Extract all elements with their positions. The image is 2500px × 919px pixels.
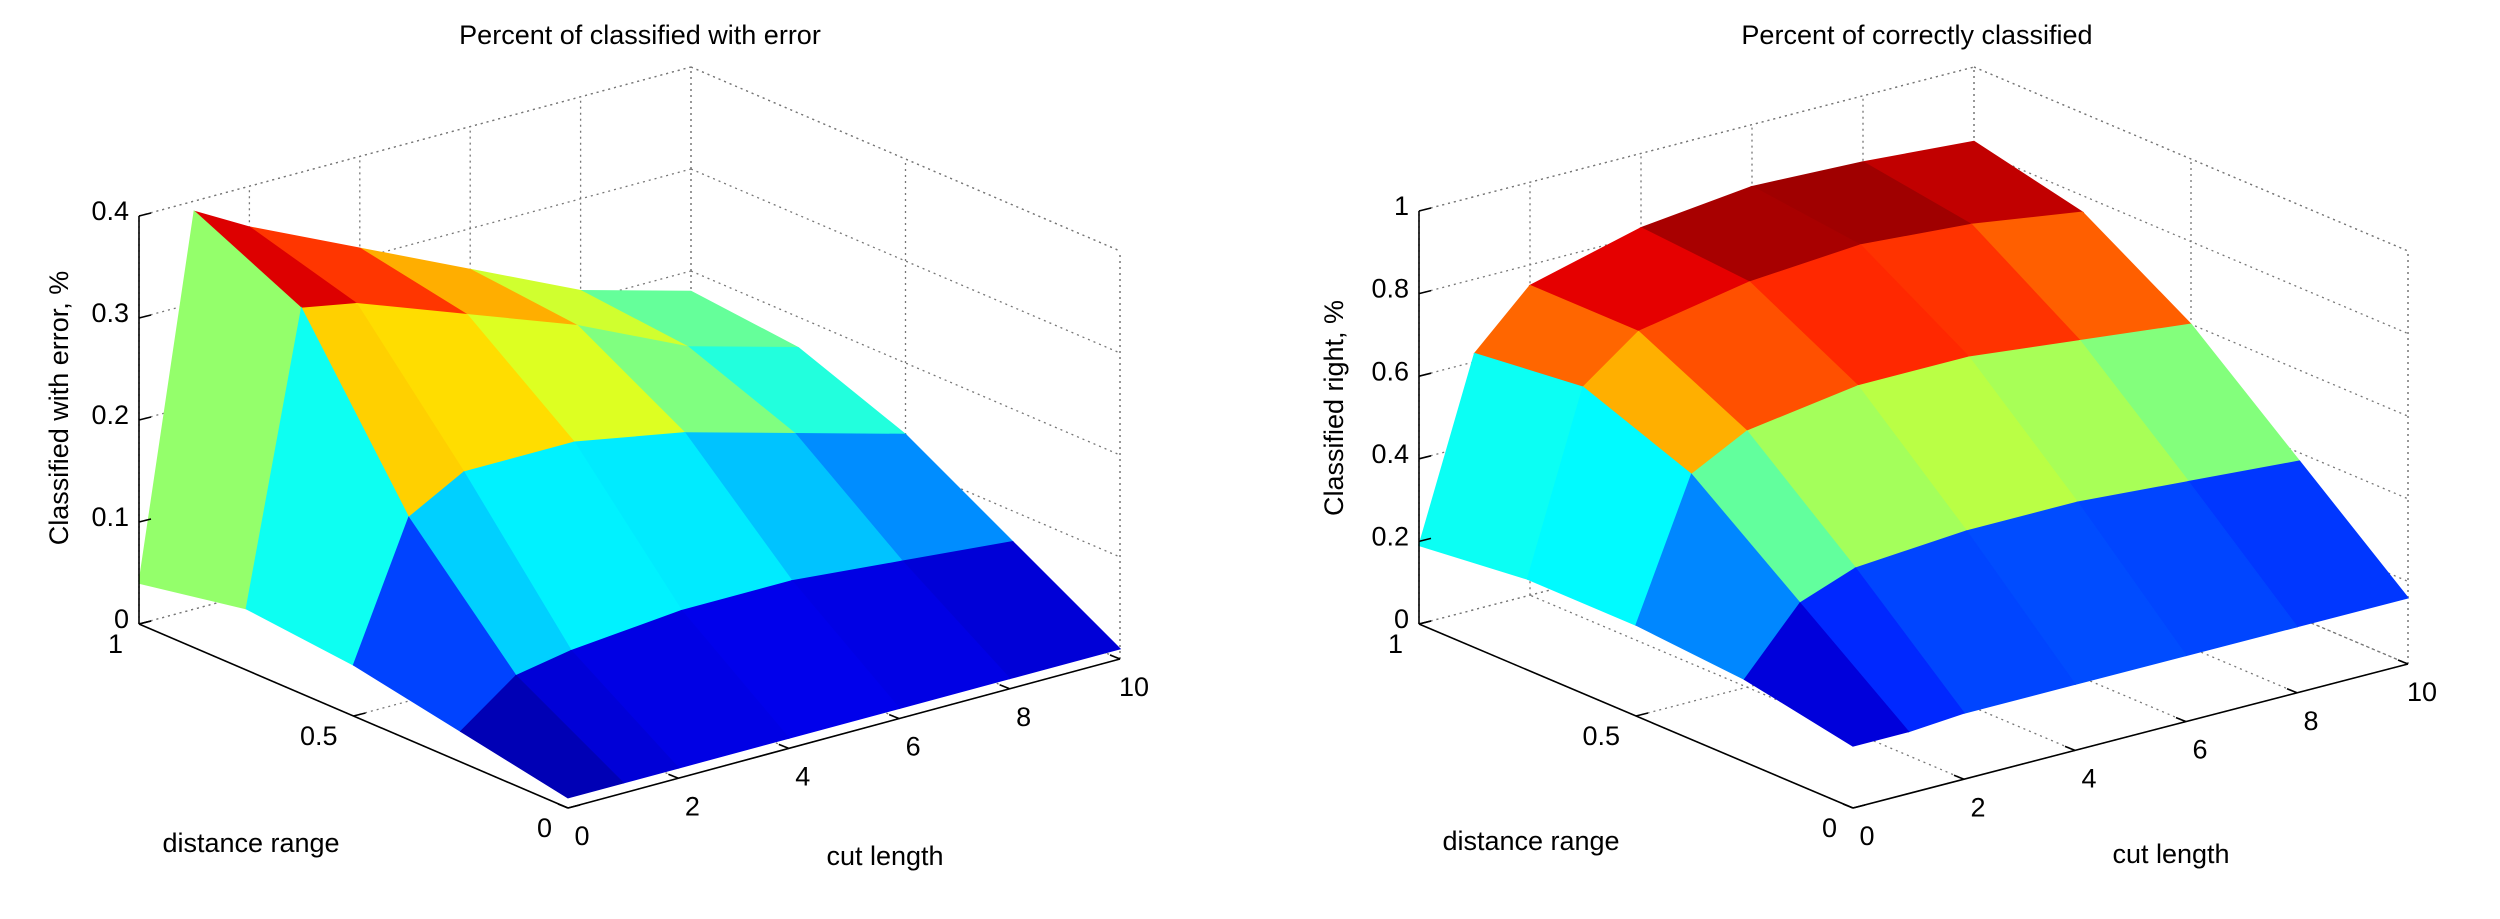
surface-patch: [1743, 602, 1910, 747]
y-tick: [567, 804, 581, 809]
surface-patch: [459, 674, 625, 799]
x-tick-label: 6: [2192, 735, 2207, 765]
y-tick-label: 1: [1388, 629, 1403, 659]
z-tick: [1418, 289, 1432, 295]
x-tick: [1842, 803, 1854, 809]
x-tick: [2175, 716, 2187, 723]
z-tick-label: 0: [1394, 604, 1409, 634]
z-tick-label: 0.8: [1371, 274, 1409, 304]
z-tick-label: 0.1: [91, 502, 129, 532]
x-tick: [1953, 774, 1965, 780]
z-tick: [138, 416, 152, 421]
x-tick-label: 10: [1119, 672, 1149, 702]
y-tick-label: 1: [108, 629, 123, 659]
z-axis-label: Classified right, %: [1319, 300, 1349, 516]
x-tick: [2397, 659, 2409, 665]
y-axis-label: distance range: [1442, 826, 1619, 856]
x-tick-label: 8: [1016, 702, 1031, 732]
y-tick: [138, 620, 152, 625]
x-tick: [2286, 688, 2298, 694]
z-tick: [138, 314, 152, 319]
surface-chart: 0 0.1 0.2 0.3 0.4 0 2 4 6 8 10 0 0.5 1 Percent of clas…: [44, 20, 1149, 871]
grid-line: [1973, 149, 2409, 335]
z-tick-label: 0.3: [91, 298, 129, 328]
box-edge: [1973, 66, 2409, 252]
y-tick-label: 0: [537, 813, 552, 843]
x-tick: [888, 713, 900, 720]
x-axis-label: cut length: [826, 841, 943, 871]
x-axis-label: cut length: [2112, 839, 2229, 869]
x-tick: [1109, 654, 1121, 660]
y-tick: [1635, 712, 1649, 717]
x-tick-label: 4: [2081, 764, 2096, 794]
z-tick: [138, 212, 152, 217]
z-tick: [138, 518, 152, 523]
y-tick-label: 0: [1822, 813, 1837, 843]
x-axis: [567, 658, 1121, 809]
z-tick: [1418, 207, 1432, 212]
chart-title: Percent of classified with error: [459, 20, 821, 50]
box-edge: [138, 66, 692, 217]
z-tick-label: 1: [1394, 191, 1409, 221]
x-tick-label: 6: [906, 732, 921, 762]
z-tick-label: 0.2: [91, 400, 129, 430]
z-tick-label: 0.6: [1371, 356, 1409, 386]
z-tick-label: 0: [114, 604, 129, 634]
y-tick-label: 0.5: [1582, 721, 1620, 751]
x-tick-label: 8: [2303, 706, 2318, 736]
y-axis-label: distance range: [162, 828, 339, 858]
x-tick-label: 0: [574, 821, 589, 851]
z-tick-label: 0.4: [91, 196, 129, 226]
y-tick: [1852, 804, 1866, 809]
z-tick: [1418, 537, 1432, 543]
z-tick-label: 0.4: [1371, 439, 1409, 469]
z-tick: [1418, 455, 1432, 460]
x-tick: [557, 803, 569, 809]
chart-title: Percent of correctly classified: [1741, 20, 2092, 50]
x-tick-label: 2: [1970, 792, 1985, 822]
x-tick: [999, 684, 1010, 690]
z-tick-label: 0.2: [1371, 522, 1409, 552]
x-tick-label: 0: [1859, 821, 1874, 851]
x-tick: [668, 773, 679, 779]
z-tick: [1418, 372, 1432, 377]
y-tick: [1418, 620, 1432, 625]
x-tick: [778, 743, 790, 750]
x-tick-label: 2: [685, 791, 700, 821]
x-tick-label: 4: [795, 762, 810, 792]
x-tick: [2064, 745, 2076, 752]
y-tick: [353, 712, 366, 717]
x-axis: [1852, 663, 2409, 809]
z-axis-label: Classified with error, %: [44, 271, 74, 546]
y-tick-label: 0.5: [300, 721, 338, 751]
x-tick-label: 10: [2407, 677, 2437, 707]
